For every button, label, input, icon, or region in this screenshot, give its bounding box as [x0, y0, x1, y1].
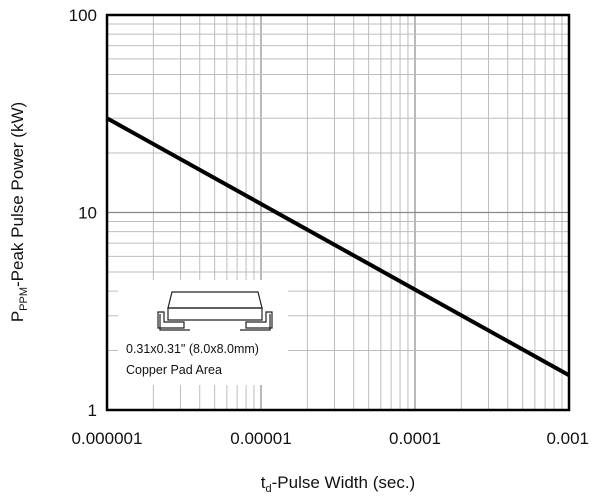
y-tick-label: 100 [69, 6, 97, 25]
y-axis-title-rest: -Peak Pulse Power (kW) [8, 102, 27, 287]
y-tick-label: 10 [78, 204, 97, 223]
peak-power-line [106, 116, 570, 377]
y-axis-title: PPPM-Peak Pulse Power (kW) [8, 102, 30, 322]
y-tick-labels: 1 10 100 [69, 6, 97, 420]
plot-frame [105, 13, 571, 412]
x-axis-title-rest: -Pulse Width (sec.) [272, 473, 416, 492]
x-tick-label: 0.000001 [72, 429, 143, 448]
y-axis-title-subscript: PPM [18, 287, 30, 311]
annotation-line-2: Copper Pad Area [126, 363, 222, 377]
copper-pad-annotation: 0.31x0.31" (8.0x8.0mm) Copper Pad Area [118, 280, 288, 385]
x-tick-label: 0.0001 [389, 429, 441, 448]
y-tick-label: 1 [88, 401, 97, 420]
copper-pad-package-icon [157, 291, 273, 331]
x-axis-title-subscript: d [266, 483, 272, 495]
x-axis-title: td-Pulse Width (sec.) [261, 473, 415, 495]
x-axis-title-main: t [261, 473, 266, 492]
x-tick-labels: 0.000001 0.00001 0.0001 0.001 [72, 429, 589, 448]
x-tick-label: 0.00001 [230, 429, 291, 448]
series-layer [106, 116, 570, 377]
y-axis-title-main: P [8, 311, 27, 322]
x-tick-label: 0.001 [546, 429, 589, 448]
annotation-line-1: 0.31x0.31" (8.0x8.0mm) [126, 342, 259, 356]
